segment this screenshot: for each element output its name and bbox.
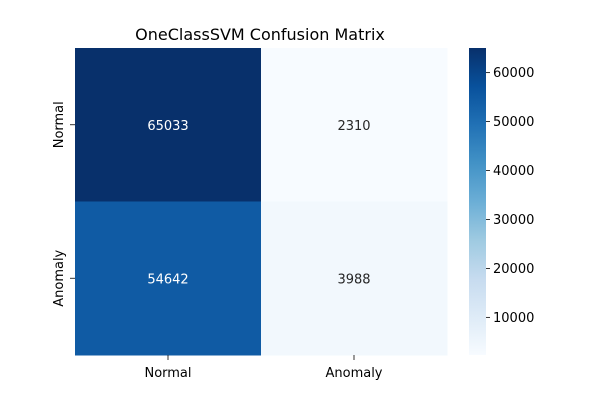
colorbar-tick-label: 60000 [493,66,534,81]
heatmap-cell [75,201,262,356]
cell-value-label: 2310 [337,119,370,134]
colorbar-tick-label: 40000 [493,164,534,179]
colorbar [469,48,486,355]
cell-value-label: 65033 [147,119,188,134]
cell-value-label: 54642 [147,272,188,287]
x-tick-label: Anomaly [325,366,382,381]
heatmap-cell [75,48,262,202]
colorbar-ticks: 10000 20000 30000 40000 50000 60000 [486,66,534,326]
colorbar-tick-label: 20000 [493,262,534,277]
colorbar-tick-label: 50000 [493,115,534,130]
chart-title: OneClassSVM Confusion Matrix [135,25,385,44]
x-axis-ticks: Normal Anomaly [144,355,383,381]
cell-value-label: 3988 [337,272,370,287]
colorbar-tick-label: 30000 [493,213,534,228]
heatmap-cell [261,48,448,202]
y-tick-label: Anomaly [52,249,67,306]
y-axis-ticks: Normal Anomaly [52,101,75,307]
x-tick-label: Normal [144,366,191,381]
colorbar-tick-label: 10000 [493,311,534,326]
heatmap-cells: 65033 2310 54642 3988 [75,48,448,356]
y-tick-label: Normal [52,101,67,148]
heatmap-cell [261,201,448,356]
